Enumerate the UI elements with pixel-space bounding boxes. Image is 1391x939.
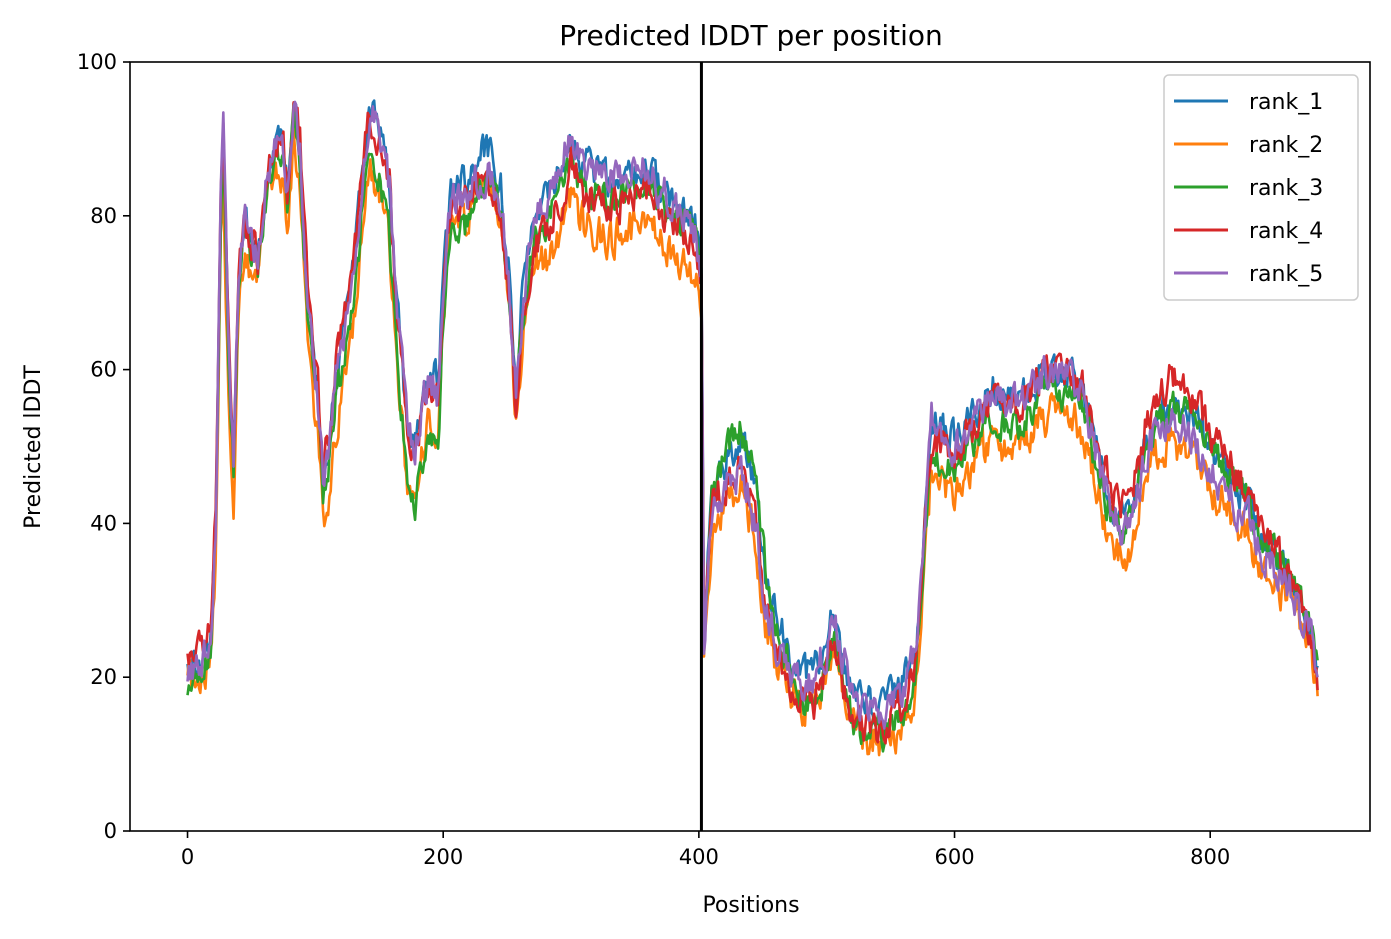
y-tick-label: 20 xyxy=(90,665,117,689)
chart-title: Predicted lDDT per position xyxy=(559,19,943,52)
series-line-rank_4 xyxy=(186,101,1319,745)
x-tick-label: 800 xyxy=(1190,845,1230,869)
legend-label-rank_2: rank_2 xyxy=(1249,133,1323,158)
x-axis: 0 200 400 600 800 xyxy=(181,831,1230,869)
legend-box xyxy=(1163,74,1359,301)
legend-label-rank_5: rank_5 xyxy=(1249,262,1323,287)
y-tick-label: 80 xyxy=(90,204,117,228)
y-tick-label: 60 xyxy=(90,358,117,382)
series-line-rank_3 xyxy=(186,102,1319,753)
legend: rank_1 rank_2 rank_3 rank_4 rank_5 xyxy=(1163,74,1359,301)
x-tick-label: 600 xyxy=(934,845,974,869)
y-tick-label: 0 xyxy=(104,819,117,843)
y-axis-label: Predicted lDDT xyxy=(21,365,46,529)
x-tick-label: 0 xyxy=(181,845,194,869)
legend-label-rank_4: rank_4 xyxy=(1249,219,1323,244)
series-lines xyxy=(186,99,1319,757)
legend-label-rank_1: rank_1 xyxy=(1249,90,1323,115)
x-tick-label: 400 xyxy=(679,845,719,869)
plot-area xyxy=(129,61,1371,832)
y-tick-label: 40 xyxy=(90,511,117,535)
series-line-rank_5 xyxy=(186,100,1319,730)
legend-label-rank_3: rank_3 xyxy=(1249,176,1323,201)
y-axis: 0 20 40 60 80 100 xyxy=(77,50,130,843)
x-axis-label: Positions xyxy=(702,893,799,918)
x-tick-label: 200 xyxy=(423,845,463,869)
plot-frame xyxy=(129,61,1371,832)
y-tick-label: 100 xyxy=(77,50,117,74)
